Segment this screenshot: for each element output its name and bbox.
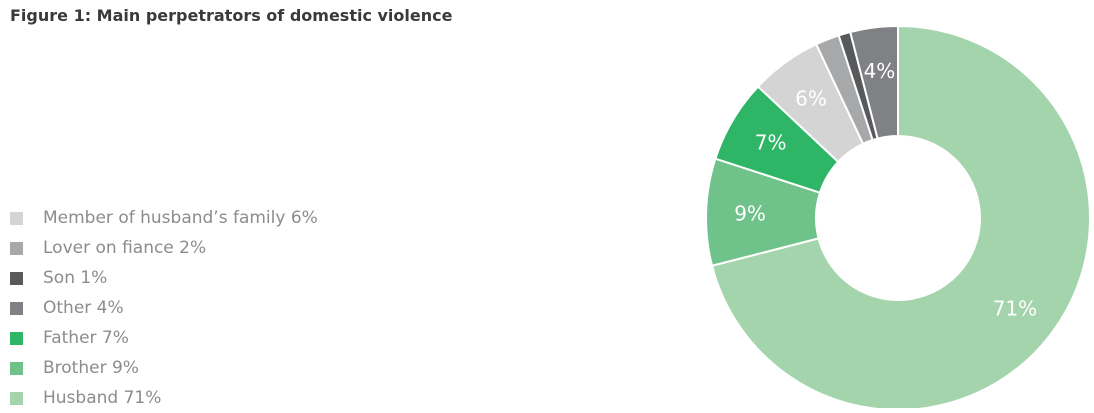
legend-item-father: Father 7% <box>10 323 430 353</box>
legend-item-other: Other 4% <box>10 293 430 323</box>
legend-swatch <box>10 361 23 375</box>
legend-swatch <box>10 331 23 345</box>
legend-swatch <box>10 241 23 255</box>
legend-swatch <box>10 211 23 225</box>
legend-label: Father 7% <box>43 328 129 348</box>
donut-slices <box>705 24 1091 408</box>
slice-husband <box>710 24 1091 408</box>
legend-item-brother: Brother 9% <box>10 353 430 383</box>
slice-other <box>849 24 899 140</box>
slice-label-husband: 71% <box>993 297 1037 321</box>
legend-label: Brother 9% <box>43 358 139 378</box>
legend-label: Lover on fiance 2% <box>43 238 207 258</box>
legend-swatch <box>10 271 23 285</box>
slice-label-father: 7% <box>755 131 787 155</box>
legend-label: Member of husband’s family 6% <box>43 208 318 228</box>
legend-swatch <box>10 391 23 405</box>
legend-item-son: Son 1% <box>10 263 430 293</box>
slice-labels: 71% 9% 7% 6% 4% <box>734 59 1037 321</box>
chart-title: Figure 1: Main perpetrators of domestic … <box>10 6 453 25</box>
legend-swatch <box>10 301 23 315</box>
slice-label-other: 4% <box>864 59 896 83</box>
legend-item-lover-on-fiance: Lover on fiance 2% <box>10 233 430 263</box>
chart-legend: Member of husband’s family 6% Lover on fi… <box>10 203 430 413</box>
legend-label: Son 1% <box>43 268 108 288</box>
legend-label: Other 4% <box>43 298 124 318</box>
legend-item-husband: Husband 71% <box>10 383 430 413</box>
slice-label-member-of-husband-s-family: 6% <box>795 86 827 110</box>
legend-label: Husband 71% <box>43 388 162 408</box>
slice-label-brother: 9% <box>734 201 766 225</box>
legend-item-member-of-husband-s-family: Member of husband’s family 6% <box>10 203 430 233</box>
